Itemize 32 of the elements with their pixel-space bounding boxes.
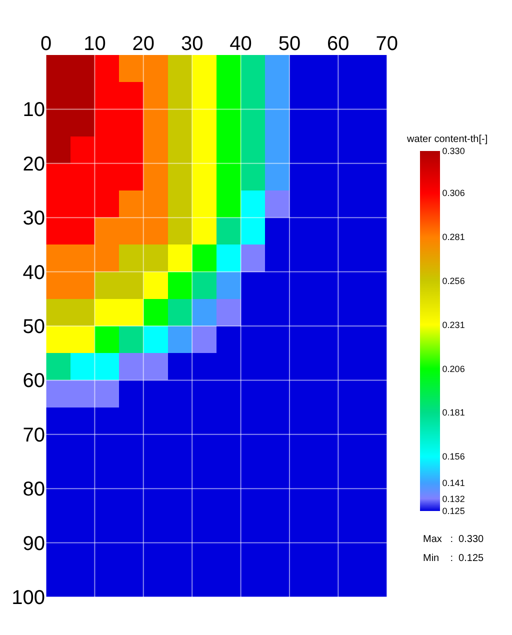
y-tick-label: 100 <box>12 587 45 609</box>
color-bar-title: water content-th[-] <box>406 134 488 145</box>
x-tick-label: 50 <box>278 33 301 55</box>
x-tick-label: 20 <box>132 33 155 55</box>
y-tick-label: 30 <box>22 208 45 230</box>
x-tick-label: 30 <box>180 33 204 55</box>
color-bar-label: 0.231 <box>442 320 465 330</box>
y-tick-label: 20 <box>22 153 45 176</box>
color-bar-label: 0.156 <box>442 452 465 462</box>
color-bar-label: 0.132 <box>442 494 465 504</box>
y-tick-label: 10 <box>22 99 45 122</box>
x-tick-label: 70 <box>376 33 398 55</box>
color-bar-label: 0.256 <box>442 276 465 286</box>
x-tick-label: 0 <box>40 33 52 55</box>
x-tick-label: 40 <box>230 33 252 55</box>
text: Min : 0.125 <box>423 553 484 564</box>
y-tick-label: 80 <box>22 478 45 501</box>
color-bar-label: 0.330 <box>442 146 465 156</box>
color-bar-label: 0.281 <box>442 232 465 242</box>
color-bar-label: 0.141 <box>442 478 465 488</box>
x-tick-label: 10 <box>84 33 106 55</box>
color-bar-label: 0.181 <box>442 408 465 418</box>
y-tick-label: 40 <box>22 262 45 284</box>
color-bar-label: 0.206 <box>442 364 465 374</box>
color-bar-label: 0.306 <box>442 188 465 198</box>
y-tick-label: 60 <box>22 370 45 392</box>
y-tick-label: 50 <box>22 316 45 338</box>
color-bar-label: 0.125 <box>442 506 465 516</box>
x-tick-label: 60 <box>327 33 350 55</box>
text: Max : 0.330 <box>423 534 484 545</box>
y-tick-label: 90 <box>22 532 45 555</box>
y-tick-label: 70 <box>22 424 45 446</box>
